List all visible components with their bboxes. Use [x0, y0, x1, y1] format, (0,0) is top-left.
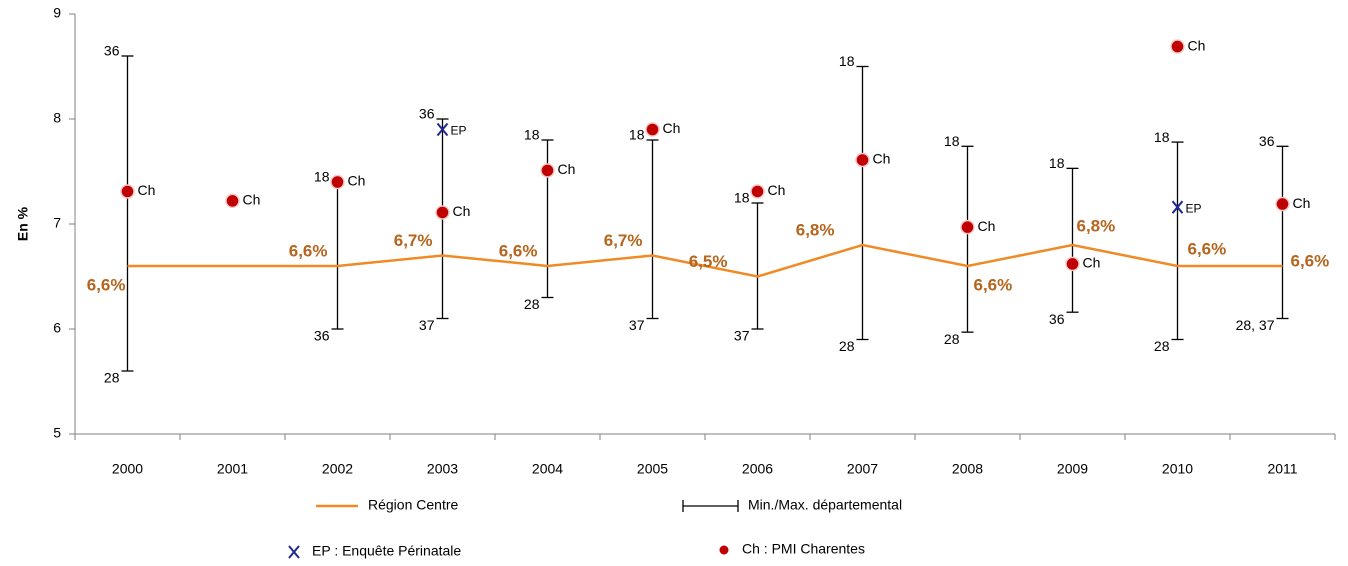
- value-label: 6,5%: [689, 252, 728, 271]
- value-label: 6,6%: [87, 275, 126, 294]
- point: [120, 184, 135, 199]
- range-min-label: 37: [629, 317, 645, 333]
- range-max-label: 18: [629, 127, 645, 143]
- value-label: 6,6%: [974, 275, 1013, 294]
- point-label: Ch: [1293, 195, 1311, 211]
- legend-label: Ch : PMI Charentes: [742, 541, 865, 557]
- range-max-label: 18: [314, 169, 330, 185]
- value-label: 6,6%: [289, 241, 328, 260]
- point-label: Ch: [873, 151, 891, 167]
- range-max-label: 36: [419, 106, 435, 122]
- legend-label: Région Centre: [368, 497, 458, 513]
- x-tick-label: 2000: [112, 461, 143, 477]
- range-max-label: 18: [1049, 155, 1065, 171]
- y-tick-label: 5: [53, 425, 61, 441]
- point: [436, 122, 449, 137]
- y-tick-label: 7: [53, 215, 61, 231]
- x-tick-label: 2009: [1057, 461, 1088, 477]
- range-min-label: 37: [419, 317, 435, 333]
- value-label: 6,7%: [604, 231, 643, 250]
- range-max-label: 18: [524, 127, 540, 143]
- point: [1275, 196, 1290, 212]
- value-label: 6,7%: [394, 231, 433, 250]
- range-min-label: 28, 37: [1236, 317, 1275, 333]
- point-label: Ch: [978, 218, 996, 234]
- point: [1170, 39, 1185, 54]
- point: [1065, 256, 1080, 272]
- y-tick-label: 6: [53, 320, 61, 336]
- legend-label: Min./Max. départemental: [748, 497, 902, 513]
- point-label: Ch: [663, 120, 681, 136]
- value-label: 6,6%: [1291, 251, 1330, 270]
- value-label: 6,6%: [499, 241, 538, 260]
- range-max-label: 18: [734, 190, 750, 206]
- point: [1171, 200, 1184, 214]
- point-label: Ch: [1083, 255, 1101, 271]
- x-tick-label: 2003: [427, 461, 458, 477]
- point-label: Ch: [768, 182, 786, 198]
- point-label: Ch: [348, 173, 366, 189]
- value-label: 6,6%: [1188, 239, 1227, 258]
- x-tick-label: 2001: [217, 461, 248, 477]
- point: [330, 174, 345, 190]
- point: [435, 205, 450, 220]
- point-label: Ch: [558, 161, 576, 177]
- point: [540, 163, 555, 178]
- x-tick-label: 2005: [637, 461, 668, 477]
- x-tick-label: 2004: [532, 461, 563, 477]
- range-min-label: 28: [944, 331, 960, 347]
- point: [225, 193, 240, 209]
- range-min-label: 28: [839, 338, 855, 354]
- range-min-label: 28: [1154, 338, 1170, 354]
- point-label: Ch: [1188, 37, 1206, 53]
- x-tick-label: 2007: [847, 461, 878, 477]
- point: [960, 219, 975, 235]
- range-max-label: 36: [1259, 133, 1275, 149]
- point-label: Ch: [453, 203, 471, 219]
- point-label: EP: [1186, 201, 1202, 215]
- range-max-label: 36: [104, 43, 120, 59]
- point: [855, 152, 870, 168]
- y-tick-label: 8: [53, 110, 61, 126]
- range-min-label: 28: [524, 296, 540, 312]
- range-min-label: 36: [1049, 311, 1065, 327]
- point-label: Ch: [138, 182, 156, 198]
- value-label: 6,8%: [1077, 216, 1116, 235]
- range-max-label: 18: [839, 53, 855, 69]
- legend-label: EP : Enquête Périnatale: [312, 543, 461, 559]
- x-tick-label: 2006: [742, 461, 773, 477]
- legend-marker: [719, 545, 729, 555]
- value-label: 6,8%: [796, 220, 835, 239]
- y-tick-label: 9: [53, 5, 61, 21]
- x-tick-label: 2011: [1267, 461, 1297, 477]
- point: [750, 184, 765, 199]
- range-min-label: 37: [734, 328, 750, 344]
- range-max-label: 18: [944, 133, 960, 149]
- point-label: Ch: [243, 192, 261, 208]
- x-tick-label: 2010: [1162, 461, 1193, 477]
- line: [127, 243, 1283, 278]
- range-min-label: 36: [314, 328, 330, 344]
- range-min-label: 28: [104, 370, 120, 386]
- range-max-label: 18: [1154, 129, 1170, 145]
- x-tick-label: 2008: [952, 461, 983, 477]
- y-axis-label: En %: [15, 206, 31, 241]
- point-label: EP: [451, 124, 467, 138]
- point: [645, 122, 660, 137]
- x-tick-label: 2002: [322, 461, 353, 477]
- legend-marker: [288, 545, 300, 559]
